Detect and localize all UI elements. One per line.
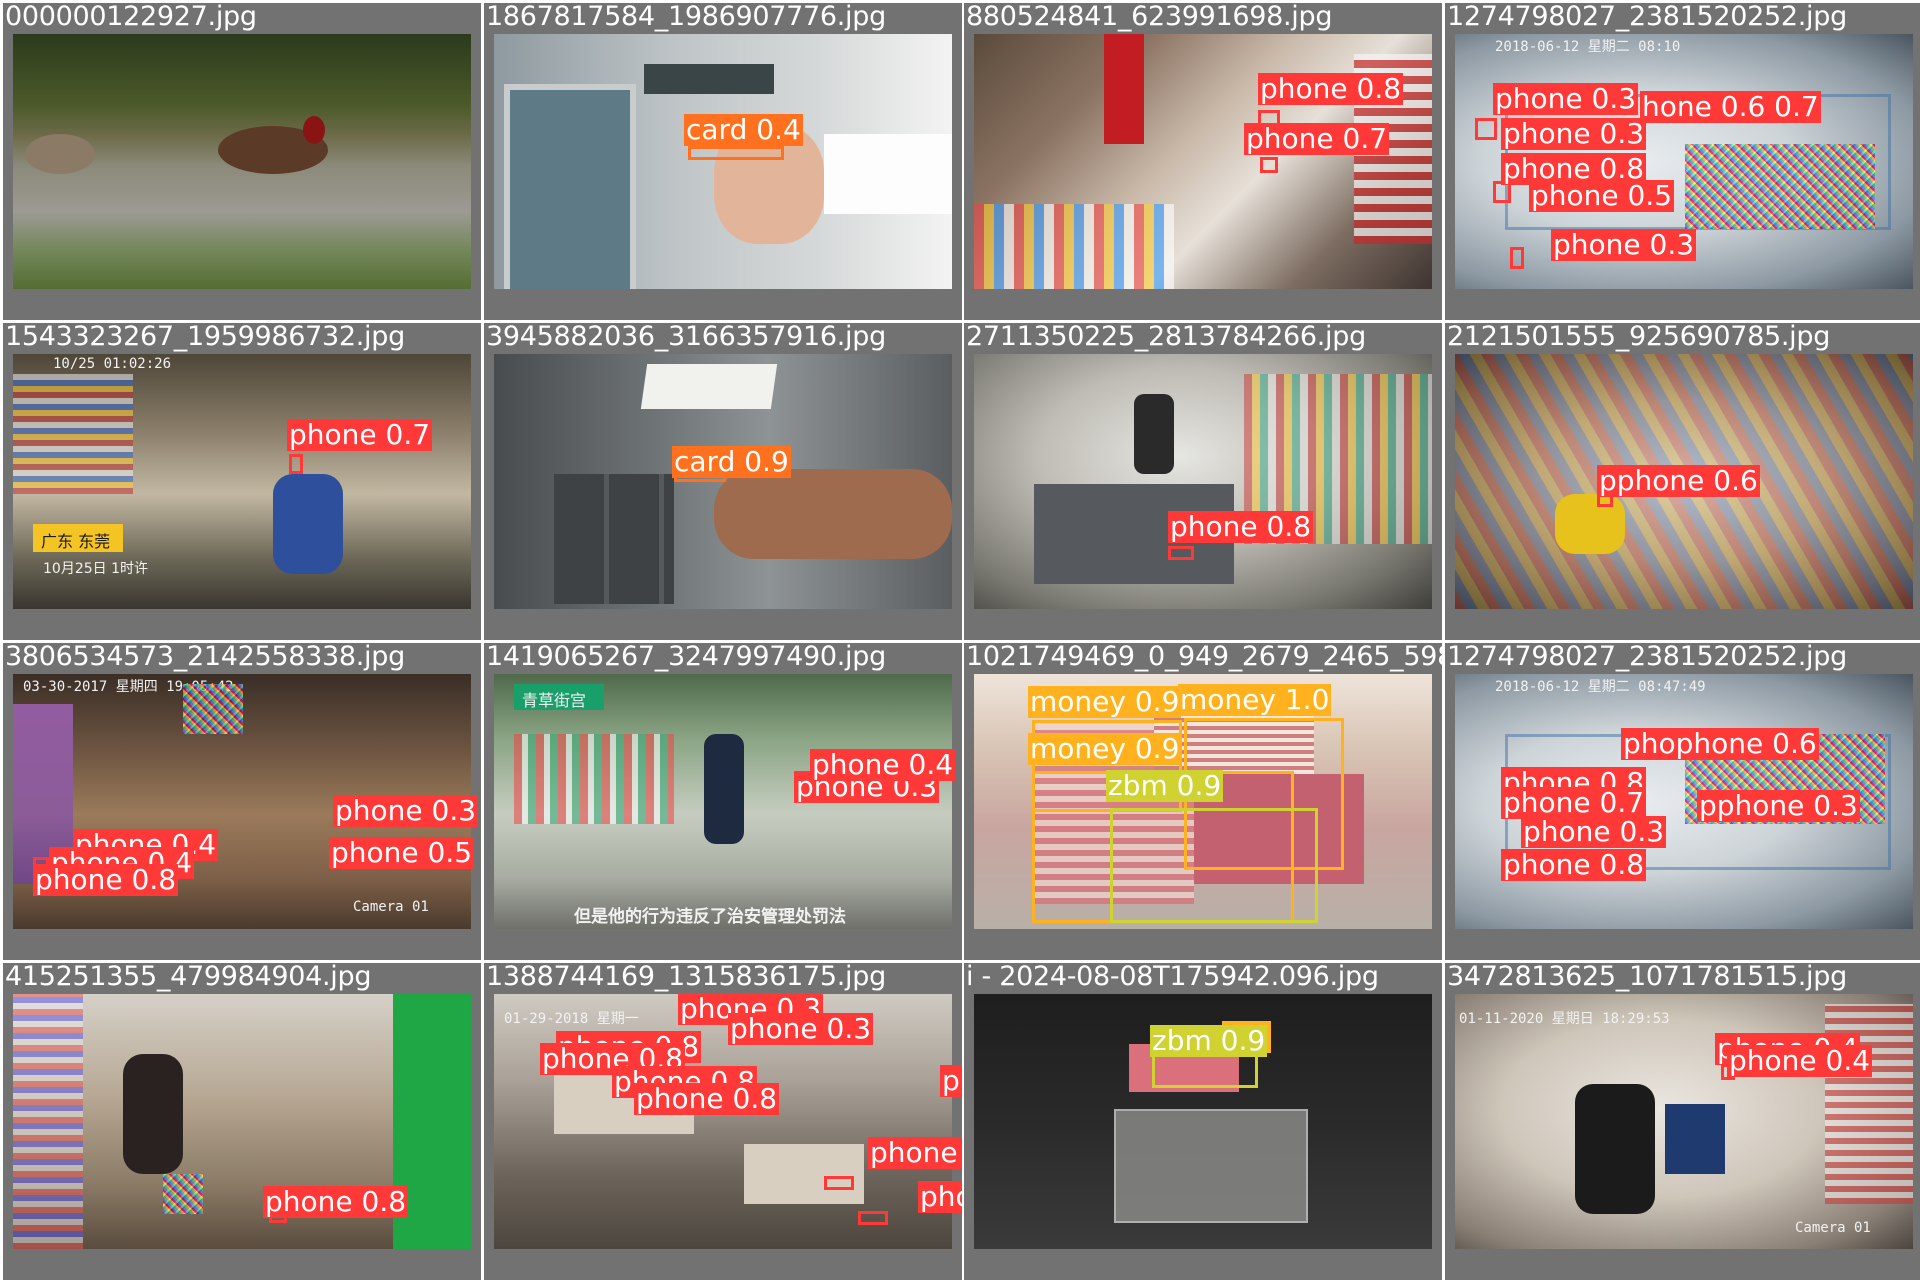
tile-15: i - 2024-08-08T175942.096.jpg 0.9 zbm 0.…	[964, 963, 1442, 1280]
image-store-overhead	[974, 354, 1432, 609]
detection-label: phone 0.8	[634, 1082, 780, 1115]
detection-box-phone	[1510, 247, 1524, 269]
timestamp-overlay: 2018-06-12 星期二 08:47:49	[1495, 679, 1706, 695]
detection-label: card 0.4	[684, 113, 803, 146]
tile-filename: i - 2024-08-08T175942.096.jpg	[966, 963, 1379, 992]
tile-10: 1419065267_3247997490.jpg 青草街宫 但是他的行为违反了…	[484, 643, 962, 960]
tile-4: 1274798027_2381520252.jpg 2018-06-12 星期二…	[1445, 3, 1920, 320]
detection-box-card	[688, 146, 784, 160]
detection-label: phone 0.3	[1551, 228, 1697, 261]
detection-label: phone 0.8	[918, 1181, 962, 1213]
tile-5: 1543323267_1959986732.jpg 10/25 01:02:26…	[3, 323, 481, 640]
tile-filename: 1388744169_1315836175.jpg	[486, 963, 886, 992]
tile-filename: 1867817584_1986907776.jpg	[486, 3, 886, 32]
subtitle-overlay: 但是他的行为违反了治安管理处罚法	[574, 907, 846, 927]
timestamp-overlay: 01-11-2020 星期日 18:29:53	[1459, 1011, 1670, 1027]
tile-1: 000000122927.jpg	[3, 3, 481, 320]
detection-label: phone 0.3	[728, 1012, 874, 1045]
camera-overlay: Camera 01	[1795, 1220, 1871, 1236]
detection-label: phone 0.3	[333, 794, 479, 827]
detection-label: card 0.9	[672, 445, 791, 478]
camera-overlay: Camera 01	[353, 899, 429, 915]
detection-label: phone 0.3	[1501, 117, 1647, 150]
tile-filename: 1274798027_2381520252.jpg	[1447, 643, 1847, 672]
detection-label: phone 0.8	[1258, 72, 1404, 105]
detection-label: zbm 0.9	[1106, 769, 1224, 802]
detection-label: money 0.9	[1028, 685, 1182, 718]
detection-box-phone	[1260, 157, 1278, 173]
tile-14: 1388744169_1315836175.jpg 01-29-2018 星期一…	[484, 963, 962, 1280]
detection-label: pphone 0.3	[1697, 789, 1860, 822]
caption-overlay: 广东 东莞	[41, 532, 111, 551]
tile-filename: 1274798027_2381520252.jpg	[1447, 3, 1847, 32]
detection-box-money	[1032, 720, 1182, 812]
timestamp-overlay: 2018-06-12 星期二 08:10	[1495, 39, 1681, 55]
detection-label: phone 0.4	[810, 748, 956, 781]
image-pheasants	[13, 34, 471, 289]
tile-filename: 3806534573_2142558338.jpg	[5, 643, 405, 672]
detection-label: money 1.0	[1178, 683, 1332, 716]
image-shop-counter: 10/25 01:02:26 广东 东莞 10月25日 1时许	[13, 354, 471, 609]
caption-overlay: 10月25日 1时许	[43, 561, 148, 577]
detection-label: hone 0.6 0.7	[1640, 90, 1821, 123]
timestamp-overlay: 03-30-2017 星期四 19:05:42	[23, 679, 234, 695]
detection-label: phone 0.7	[940, 1065, 962, 1097]
detection-label: money 0.9	[1028, 732, 1182, 765]
image-atm	[494, 34, 952, 289]
tile-16: 3472813625_1071781515.jpg 01-11-2020 星期日…	[1445, 963, 1920, 1280]
detection-label: phone 0.8	[868, 1137, 962, 1169]
detection-label: phone 0.8	[263, 1185, 409, 1218]
tile-6: 3945882036_3166357916.jpg card 0.9	[484, 323, 962, 640]
tile-filename: 880524841_623991698.jpg	[966, 3, 1333, 32]
tile-filename: 415251355_479984904.jpg	[5, 963, 372, 992]
detection-label: phone 0.8	[1501, 152, 1647, 185]
detection-label: pphone 0.6	[1597, 464, 1760, 497]
tile-filename: 1021749469_0_949_2679_2465_598094750_030…	[966, 643, 1442, 672]
detection-label: phone 0.3	[1493, 82, 1639, 115]
detection-label: zbm 0.9	[1150, 1024, 1268, 1057]
detection-label: phophone 0.6	[1621, 727, 1819, 760]
noise-patch	[1685, 144, 1875, 229]
timestamp-overlay: 10/25 01:02:26	[53, 356, 172, 372]
tile-9: 3806534573_2142558338.jpg 03-30-2017 星期四…	[3, 643, 481, 960]
noise-patch	[163, 1174, 203, 1214]
tile-filename: 2711350225_2813784266.jpg	[966, 323, 1366, 352]
detection-box-phone	[824, 1176, 854, 1190]
noise-patch	[183, 684, 243, 734]
tile-filename: 000000122927.jpg	[5, 3, 257, 32]
tile-3: 880524841_623991698.jpg phone 0.8 phone …	[964, 3, 1442, 320]
store-sign: 青草街宫	[522, 691, 587, 710]
tile-filename: 1419065267_3247997490.jpg	[486, 643, 886, 672]
detection-box-phone	[1475, 118, 1497, 140]
detection-label: phone 0.7	[1501, 786, 1647, 819]
tile-8: 2121501555_925690785.jpg pphone 0.6	[1445, 323, 1920, 640]
detection-label: phone 0.5	[329, 836, 475, 869]
tile-12: 1274798027_2381520252.jpg 2018-06-12 星期二…	[1445, 643, 1920, 960]
detection-box-phone	[858, 1211, 888, 1225]
detection-label: phone 0.8	[1168, 510, 1314, 543]
detection-box-zbm	[1110, 808, 1318, 923]
detection-box-phone	[289, 454, 303, 474]
detection-label: phone 0.5	[1529, 179, 1675, 212]
tile-13: 415251355_479984904.jpg phone 0.8	[3, 963, 481, 1280]
detection-box-phone	[1168, 546, 1194, 560]
tile-11: 1021749469_0_949_2679_2465_598094750_030…	[964, 643, 1442, 960]
tile-filename: 1543323267_1959986732.jpg	[5, 323, 405, 352]
detection-label: phone 0.3	[1521, 815, 1667, 848]
tile-filename: 3472813625_1071781515.jpg	[1447, 963, 1847, 992]
tile-filename: 3945882036_3166357916.jpg	[486, 323, 886, 352]
tile-2: 1867817584_1986907776.jpg card 0.4	[484, 3, 962, 320]
detection-label: phone 0.8	[33, 863, 179, 896]
tile-filename: 2121501555_925690785.jpg	[1447, 323, 1831, 352]
detection-label: phone 0.7	[287, 418, 433, 451]
timestamp-overlay: 01-29-2018 星期一	[504, 1011, 639, 1027]
detection-label: phone 0.4	[1727, 1044, 1873, 1077]
detection-label: phone 0.7	[1244, 122, 1390, 155]
detection-label: phone 0.8	[1501, 848, 1647, 881]
tile-7: 2711350225_2813784266.jpg phone 0.8	[964, 323, 1442, 640]
